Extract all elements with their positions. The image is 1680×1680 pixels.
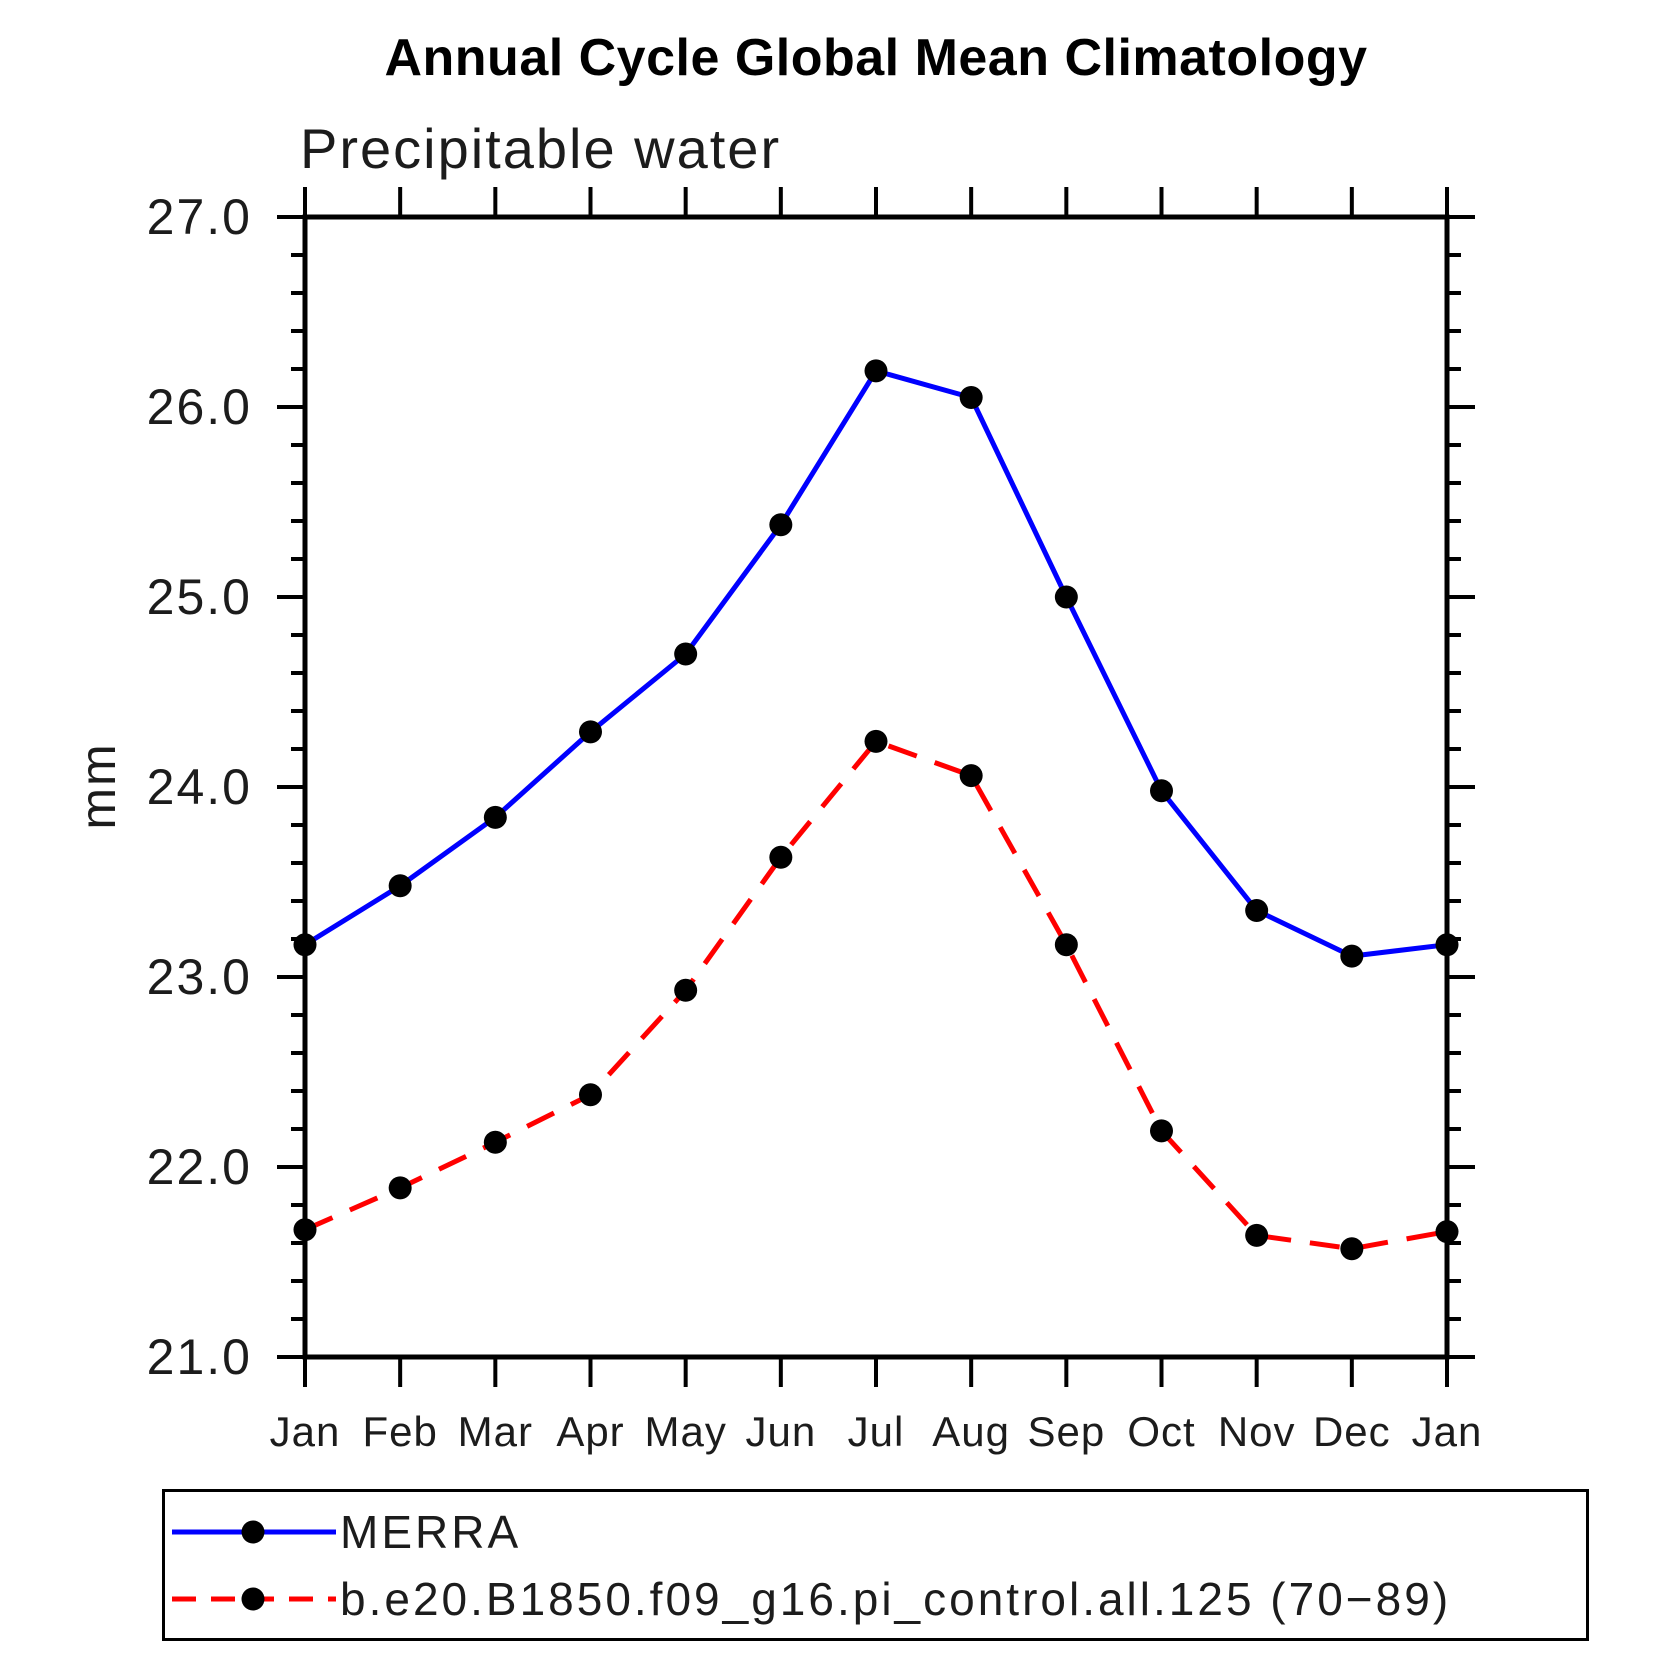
x-tick-label: Oct: [1127, 1408, 1195, 1455]
data-point-marker: [674, 642, 698, 666]
x-tick-label: Jan: [1412, 1408, 1483, 1455]
data-point-marker: [1340, 1237, 1364, 1261]
legend-marker-dot: [241, 1587, 265, 1610]
data-point-marker: [1340, 944, 1364, 968]
x-tick-label: Jul: [848, 1408, 905, 1455]
data-point-marker: [864, 729, 888, 753]
x-tick-label: May: [644, 1408, 726, 1455]
data-point-marker: [769, 513, 793, 537]
y-tick-label: 26.0: [147, 379, 252, 435]
legend-label-model: b.e20.B1850.f09_g16.pi_control.all.125 (…: [340, 1572, 1452, 1625]
data-point-marker: [1435, 933, 1459, 957]
legend-entry-model: b.e20.B1850.f09_g16.pi_control.all.125 (…: [165, 1570, 1586, 1628]
data-point-marker: [1435, 1220, 1459, 1244]
x-tick-label: Jan: [270, 1408, 341, 1455]
y-tick-label: 23.0: [147, 949, 252, 1005]
data-point-marker: [483, 1130, 507, 1154]
x-tick-label: Jun: [745, 1408, 816, 1455]
x-tick-label: Dec: [1313, 1408, 1391, 1455]
plot-frame: [302, 214, 1450, 1360]
data-point-marker: [959, 764, 983, 788]
data-point-marker: [769, 845, 793, 869]
data-point-marker: [1150, 779, 1173, 803]
data-point-marker: [293, 1218, 317, 1242]
data-point-marker: [579, 720, 602, 744]
data-point-marker: [1245, 899, 1269, 922]
data-point-marker: [1054, 585, 1078, 609]
y-tick-label: 24.0: [147, 759, 252, 815]
data-point-marker: [864, 359, 888, 383]
legend-label-merra: MERRA: [340, 1505, 522, 1558]
x-tick-label: Aug: [932, 1408, 1010, 1455]
data-point-marker: [579, 1083, 602, 1107]
series-line-0: [303, 368, 1448, 959]
chart-title: Annual Cycle Global Mean Climatology: [384, 29, 1368, 87]
data-point-marker: [293, 933, 317, 957]
chart-subtitle: Precipitable water: [300, 117, 782, 180]
x-tick-label: Apr: [556, 1408, 624, 1455]
x-tick-label: Nov: [1218, 1408, 1296, 1455]
x-tick-label: Sep: [1027, 1408, 1105, 1455]
data-point-marker: [1150, 1119, 1173, 1143]
legend-swatch-model: [172, 1587, 336, 1610]
legend-box: MERRA b.e20.B1850.f09_g16.pi_control.all…: [162, 1489, 1589, 1641]
x-tick-label: Mar: [458, 1408, 533, 1455]
data-point-marker: [959, 386, 983, 409]
data-point-marker: [1245, 1223, 1269, 1247]
legend-marker-dot: [241, 1520, 265, 1543]
y-tick-label: 21.0: [147, 1329, 252, 1385]
data-point-marker: [388, 874, 412, 898]
x-tick-label: Feb: [362, 1408, 437, 1455]
y-axis-title: mm: [70, 742, 126, 829]
data-point-marker: [1054, 933, 1078, 957]
y-tick-label: 22.0: [147, 1139, 252, 1195]
data-point-marker: [388, 1176, 412, 1200]
data-point-marker: [674, 978, 698, 1002]
y-tick-label: 27.0: [147, 189, 252, 245]
legend-entry-merra: MERRA: [165, 1503, 1586, 1561]
y-tick-label: 25.0: [147, 569, 252, 625]
legend-swatch-merra: [172, 1520, 336, 1543]
data-point-marker: [483, 805, 507, 829]
series-line-1: [303, 738, 1448, 1252]
